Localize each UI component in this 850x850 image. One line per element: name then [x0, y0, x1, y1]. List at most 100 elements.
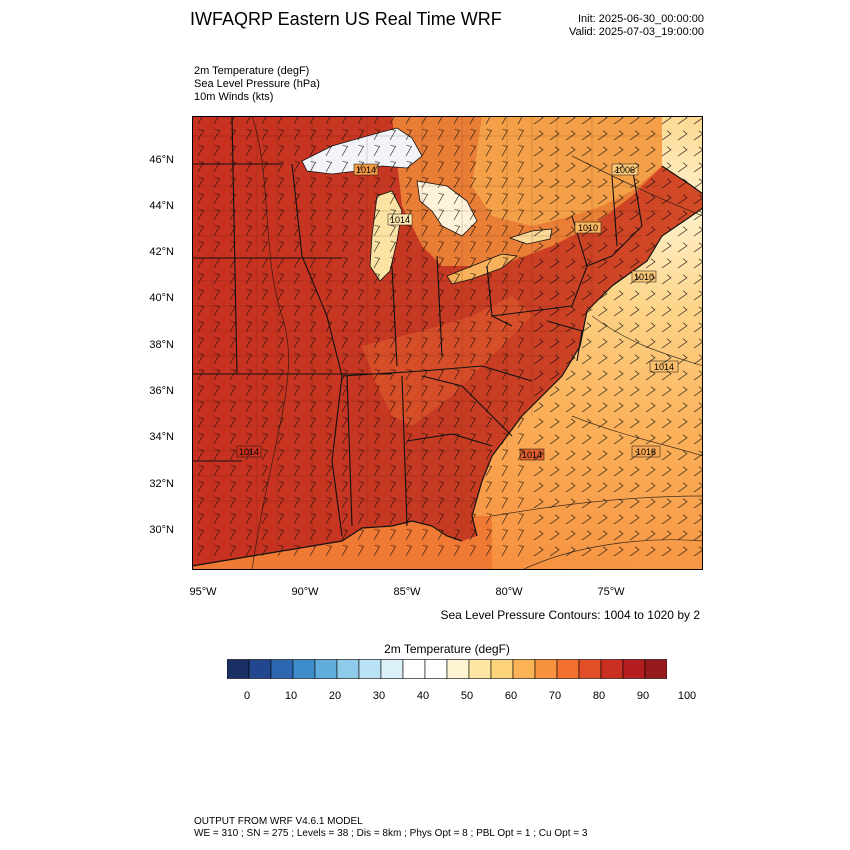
lat-label-34: 34°N: [149, 431, 174, 443]
wind-barb: [549, 498, 560, 509]
wind-barb: [357, 116, 363, 125]
wind-barb: [549, 386, 560, 397]
wind-barb: [197, 449, 204, 461]
wind-barb: [405, 177, 412, 189]
wind-barb: [629, 434, 640, 445]
init-time: Init: 2025-06-30_00:00:00: [578, 13, 704, 25]
wind-barb: [277, 193, 284, 205]
wind-barb: [197, 321, 204, 333]
wind-barb: [613, 354, 624, 365]
wind-barb: [677, 418, 688, 429]
wind-barb: [389, 529, 396, 541]
wind-barb: [325, 465, 332, 477]
wind-barb: [325, 209, 332, 221]
wind-barb: [533, 274, 544, 285]
wind-barb: [485, 529, 492, 541]
wind-barb: [277, 513, 284, 525]
wind-barb: [373, 289, 380, 301]
wind-barb: [661, 434, 672, 445]
wind-barb: [565, 354, 576, 365]
wind-barb: [437, 305, 444, 317]
wind-barb: [197, 545, 204, 557]
wind-barb: [357, 433, 364, 445]
wind-barb: [597, 194, 608, 205]
wind-barb: [341, 529, 348, 541]
wind-barb: [677, 258, 688, 269]
wind-barb: [325, 161, 332, 173]
wind-barb: [325, 257, 332, 269]
wind-barb: [421, 433, 428, 445]
wind-barb: [213, 545, 220, 557]
wind-barb: [245, 257, 252, 269]
wind-barb: [261, 433, 268, 445]
wind-barb: [357, 145, 364, 157]
wind-barb: [357, 385, 364, 397]
wind-barb: [629, 290, 640, 301]
wind-barb: [309, 129, 316, 141]
wind-barb: [645, 498, 656, 509]
wind-barb: [533, 242, 544, 253]
wind-barb: [245, 401, 252, 413]
wind-barb: [309, 433, 316, 445]
wind-barb: [453, 305, 460, 317]
wind-barb: [325, 385, 332, 397]
slp-label: 1010: [634, 272, 654, 282]
wind-barb: [229, 129, 236, 141]
wind-barb: [229, 116, 235, 125]
wind-barb: [389, 497, 396, 509]
wind-barb: [613, 242, 624, 253]
wind-barb: [613, 274, 624, 285]
wind-barb: [405, 193, 412, 205]
wind-barb: [613, 290, 624, 301]
wind-barb: [453, 449, 460, 461]
colorbar-swatch: [644, 659, 667, 679]
wind-barb: [405, 145, 412, 157]
wind-barb: [357, 321, 364, 333]
wind-barb: [645, 514, 656, 525]
wind-barb: [661, 258, 672, 269]
wind-barb: [613, 338, 624, 349]
wind-barb: [645, 178, 656, 189]
wind-barb: [533, 130, 544, 141]
wind-barb: [661, 450, 672, 461]
wind-barb: [453, 289, 460, 301]
wind-barb: [613, 194, 624, 205]
wind-barb: [293, 385, 300, 397]
wind-barb: [661, 402, 672, 413]
wind-barb: [341, 225, 348, 237]
wind-barb: [261, 257, 268, 269]
wind-barb: [389, 177, 396, 189]
colorbar-swatch: [380, 659, 404, 679]
wind-barb: [645, 274, 656, 285]
wind-barb: [357, 273, 364, 285]
wind-barb: [245, 353, 252, 365]
wind-barb: [565, 116, 576, 125]
wind-barb: [645, 226, 656, 237]
wind-barb: [261, 193, 268, 205]
wind-barb: [533, 370, 544, 381]
wind-barb: [421, 116, 427, 125]
wind-barb: [501, 481, 508, 493]
wind-barb: [501, 529, 508, 541]
colorbar-tick-label: 30: [372, 690, 386, 702]
wind-barb: [469, 529, 476, 541]
wind-barb: [373, 273, 380, 285]
wind-barb: [645, 146, 656, 157]
wind-barb: [229, 305, 236, 317]
wind-barb: [229, 177, 236, 189]
wind-barb: [517, 241, 524, 253]
county-borders: [192, 116, 662, 561]
wind-barb: [693, 482, 703, 493]
wind-barb: [549, 530, 560, 541]
wind-barb: [277, 417, 284, 429]
lon-label-75: 75°W: [597, 586, 625, 598]
wind-barb: [613, 306, 624, 317]
wind-barb: [325, 449, 332, 461]
wind-barb: [197, 369, 204, 381]
lon-label-95: 95°W: [189, 586, 217, 598]
wind-barb: [293, 257, 300, 269]
wind-barb: [485, 337, 492, 349]
lon-label-85: 85°W: [393, 586, 421, 598]
wind-barb: [581, 146, 592, 157]
wind-barb: [565, 546, 576, 557]
